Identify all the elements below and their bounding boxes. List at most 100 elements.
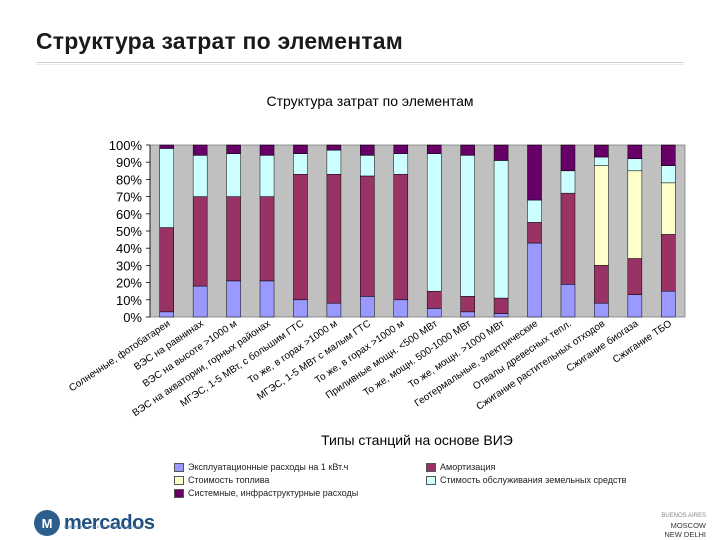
bar-segment xyxy=(493,297,509,314)
page-title: Структура затрат по элементам xyxy=(36,28,403,54)
bar-segment xyxy=(326,144,342,151)
x-axis-title: Типы станций на основе ВИЭ xyxy=(321,432,513,448)
legend-label: Амортизация xyxy=(440,462,496,472)
bar-segment xyxy=(426,153,442,292)
bar-segment xyxy=(159,227,174,313)
bar-segment xyxy=(159,148,174,228)
bar-segment xyxy=(627,258,643,295)
y-tick-label: 40% xyxy=(116,241,142,256)
y-tick-label: 0% xyxy=(123,310,142,325)
bar-segment xyxy=(259,144,275,156)
bar-segment xyxy=(426,290,442,309)
bar-segment xyxy=(159,311,174,318)
legend-swatch xyxy=(174,475,184,485)
bar-segment xyxy=(460,296,475,313)
bar-segment xyxy=(493,144,509,161)
legend-label: Эксплуатационные расходы на 1 кВт.ч xyxy=(188,462,349,472)
legend-label: Стимость обслуживания земельных средств xyxy=(440,475,627,485)
brand-logo: M mercados xyxy=(34,510,155,536)
bar-segment xyxy=(192,285,208,318)
legend-swatch xyxy=(426,462,436,472)
bar-segment xyxy=(326,149,342,175)
bar-segment xyxy=(527,199,542,223)
bar-segment xyxy=(560,170,576,194)
y-tick-label: 20% xyxy=(116,276,142,291)
bar-segment xyxy=(360,175,375,297)
bar-segment xyxy=(192,144,208,156)
bar-segment xyxy=(460,155,475,297)
legend-label: Системные, инфраструктурные расходы xyxy=(188,488,359,498)
bar-group xyxy=(159,144,676,318)
y-axis: 0% 10% 20% 30% 40% 50% 60% 70% 80% 90% 100% xyxy=(109,138,151,325)
legend-swatch xyxy=(174,488,184,498)
chart-legend: Эксплуатационные расходы на 1 кВт.ч Амор… xyxy=(168,458,688,504)
brand-tagline: ENERGY MARKETS INTERNATIONAL xyxy=(64,524,143,529)
bar-segment xyxy=(360,155,375,177)
bar-segment xyxy=(393,144,409,154)
chart-title: Структура затрат по элементам xyxy=(266,93,473,109)
bar-segment xyxy=(393,173,409,301)
bar-segment xyxy=(293,144,308,154)
legend-item: Системные, инфраструктурные расходы xyxy=(174,488,358,498)
mercados-logo-icon: M xyxy=(34,510,60,536)
bar-segment xyxy=(159,144,174,149)
bar-segment xyxy=(259,196,275,282)
bar-segment xyxy=(259,155,275,197)
y-tick-label: 80% xyxy=(116,172,142,187)
bar-segment xyxy=(326,173,342,304)
legend-item: Стоимость топлива xyxy=(174,475,269,485)
legend-item: Амортизация xyxy=(426,462,495,472)
bar-segment xyxy=(527,242,542,318)
bar-segment xyxy=(627,170,643,259)
legend-label: Стоимость топлива xyxy=(188,475,270,485)
bar-segment xyxy=(293,153,308,175)
bar-segment xyxy=(293,299,308,318)
city-moscow: MOSCOW xyxy=(670,521,706,530)
city-buenos-aires: BUENOS AIRES xyxy=(661,513,706,519)
bar-segment xyxy=(527,144,542,201)
bar-segment xyxy=(360,144,375,156)
bar-segment xyxy=(192,155,208,197)
bar-segment xyxy=(460,311,475,318)
title-divider xyxy=(36,62,684,63)
bar-segment xyxy=(560,192,576,285)
bar-segment xyxy=(226,153,241,197)
legend-swatch xyxy=(174,462,184,472)
bar-segment xyxy=(594,265,609,304)
bar-segment xyxy=(627,294,643,318)
y-tick-label: 60% xyxy=(116,207,142,222)
legend-item: Эксплуатационные расходы на 1 кВт.ч xyxy=(174,462,348,472)
bar-segment xyxy=(661,144,676,166)
bar-segment xyxy=(426,308,442,318)
bar-segment xyxy=(594,302,609,318)
bar-segment xyxy=(460,144,475,156)
bar-segment xyxy=(393,153,409,175)
y-tick-label: 100% xyxy=(109,138,143,153)
bar-segment xyxy=(326,302,342,318)
bar-segment xyxy=(226,280,241,318)
bar-segment xyxy=(293,173,308,301)
y-tick-label: 10% xyxy=(116,293,142,308)
bar-segment xyxy=(192,196,208,287)
bar-segment xyxy=(527,222,542,244)
legend-item: Стимость обслуживания земельных средств xyxy=(426,475,626,485)
bar-segment xyxy=(661,290,676,318)
bar-segment xyxy=(259,280,275,318)
bar-segment xyxy=(426,144,442,154)
bar-segment xyxy=(594,165,609,266)
bar-segment xyxy=(661,234,676,292)
office-cities: BUENOS AIRES MOSCOW NEW DELHI xyxy=(661,512,706,539)
bar-segment xyxy=(661,165,676,184)
bar-segment xyxy=(627,158,643,172)
bar-segment xyxy=(594,156,609,166)
y-tick-label: 30% xyxy=(116,258,142,273)
bar-segment xyxy=(360,296,375,318)
y-tick-label: 70% xyxy=(116,190,142,205)
y-tick-label: 50% xyxy=(116,224,142,239)
bar-segment xyxy=(493,313,509,318)
bar-segment xyxy=(594,144,609,158)
bar-segment xyxy=(560,284,576,318)
legend-swatch xyxy=(426,475,436,485)
bar-segment xyxy=(627,144,643,160)
y-tick-label: 90% xyxy=(116,155,142,170)
